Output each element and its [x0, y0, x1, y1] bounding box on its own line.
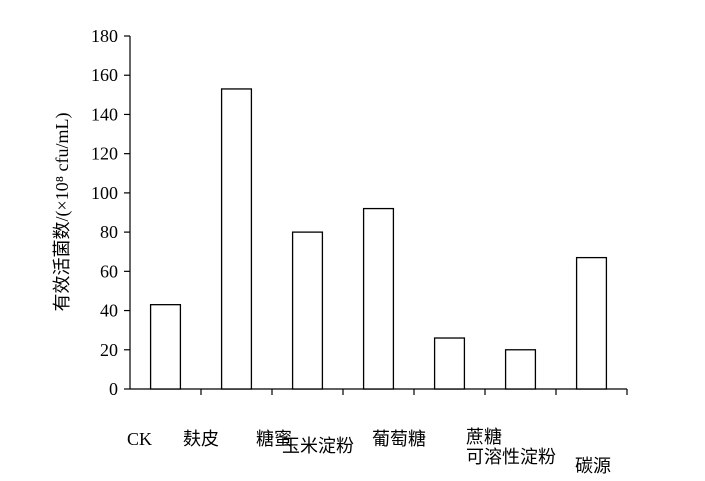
bar [362, 207, 395, 390]
y-tick-label: 60 [100, 261, 118, 281]
y-tick-label: 100 [91, 183, 118, 203]
bar [291, 231, 324, 390]
bar [149, 304, 182, 390]
bar [433, 337, 466, 390]
y-tick-label: 140 [91, 104, 118, 124]
x-tick-label: 糖蜜 [256, 429, 292, 449]
y-tick-label: 120 [91, 144, 118, 164]
bar [504, 349, 537, 390]
y-tick-label: 20 [100, 340, 118, 360]
x-axis-label: 碳源 [575, 456, 611, 476]
x-tick-label: CK [127, 429, 152, 449]
x-tick-label: 蔗糖 [466, 427, 502, 447]
y-axis-label: 有效活菌数/(×10⁸ cfu/mL) [52, 113, 73, 312]
y-tick-label: 80 [100, 222, 118, 242]
y-tick-label: 40 [100, 301, 118, 321]
x-tick-label: 玉米淀粉 [282, 436, 354, 456]
y-tick-label: 180 [91, 26, 118, 46]
y-tick-label: 0 [109, 379, 118, 399]
bar [575, 256, 608, 390]
y-tick-label: 160 [91, 65, 118, 85]
bar [220, 88, 253, 390]
x-tick-label: 可溶性淀粉 [466, 447, 556, 467]
x-tick-label: 麸皮 [183, 429, 219, 449]
x-tick-label: 葡萄糖 [372, 429, 426, 449]
